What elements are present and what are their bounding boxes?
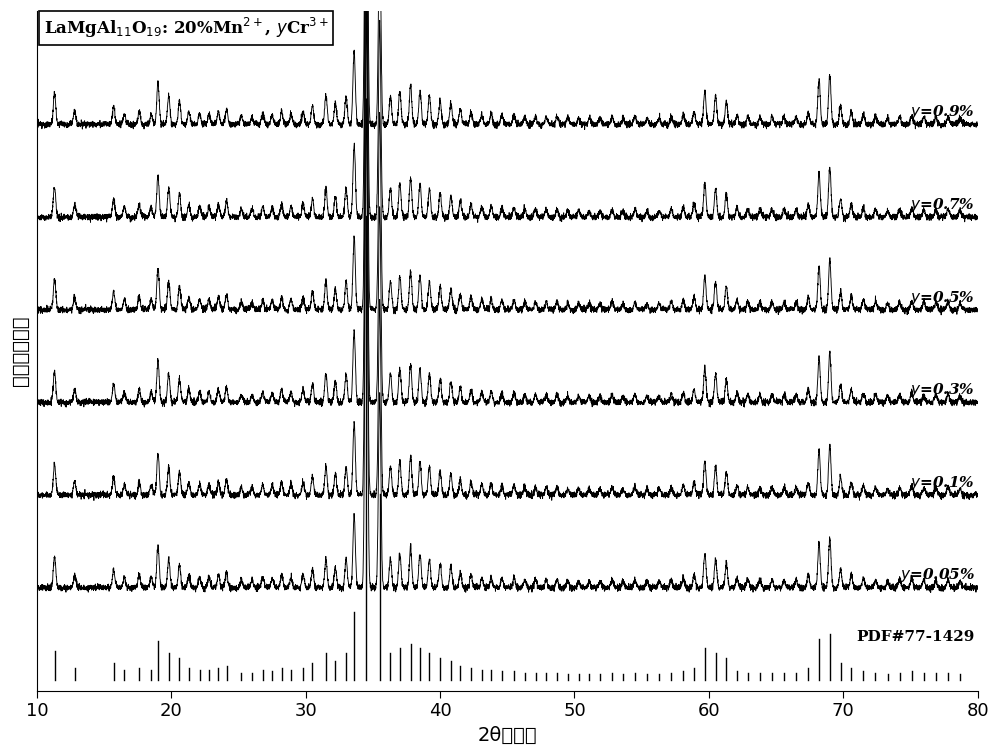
X-axis label: 2θ（度）: 2θ（度）: [478, 726, 537, 745]
Text: $y$=0.05%: $y$=0.05%: [900, 566, 975, 584]
Text: $y$=0.3%: $y$=0.3%: [910, 381, 975, 399]
Y-axis label: 强度（计数）: 强度（计数）: [11, 315, 30, 386]
Text: $y$=0.9%: $y$=0.9%: [910, 104, 975, 121]
Text: $y$=0.5%: $y$=0.5%: [910, 289, 975, 306]
Text: PDF#77-1429: PDF#77-1429: [857, 631, 975, 644]
Text: LaMgAl$_{11}$O$_{19}$: 20%Mn$^{2+}$, $y$Cr$^{3+}$: LaMgAl$_{11}$O$_{19}$: 20%Mn$^{2+}$, $y$…: [44, 17, 328, 40]
Text: $y$=0.7%: $y$=0.7%: [910, 196, 975, 214]
Text: $y$=0.1%: $y$=0.1%: [910, 474, 975, 492]
